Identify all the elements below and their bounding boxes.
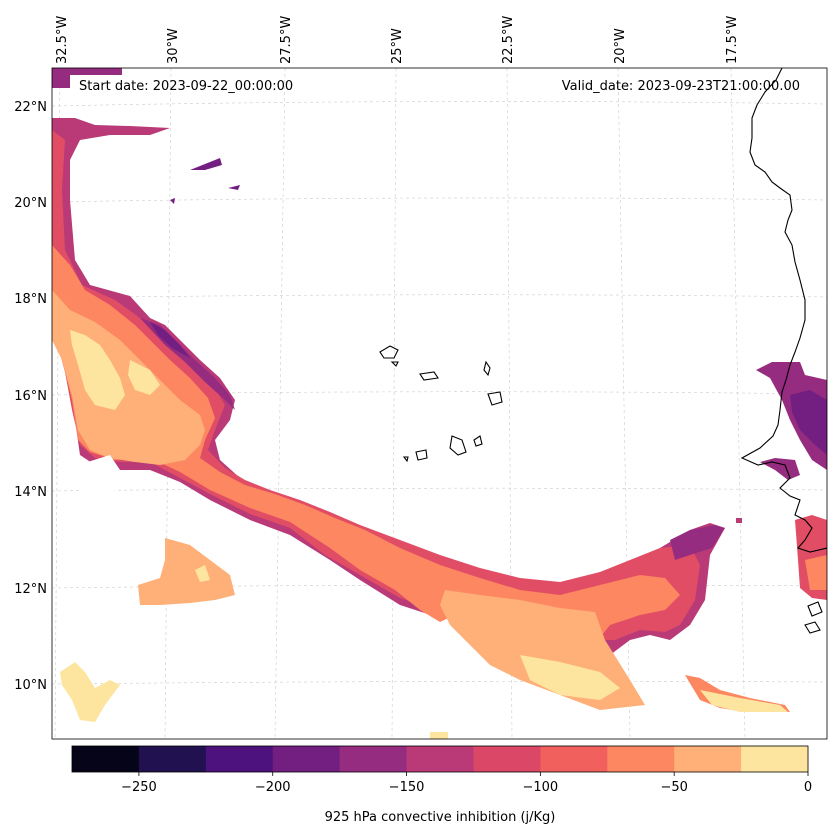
colorbar-tick-label: −250 [121,780,157,795]
colorbar-tick-label: −50 [660,780,687,795]
colorbar-swatch [406,746,474,772]
colorbar-label: 925 hPa convective inhibition (j/Kg) [325,810,556,825]
lat-label: 18°N [14,292,47,307]
colorbar-swatch [741,746,809,772]
lon-label: 32.5°W [55,16,70,64]
lat-label: 16°N [14,389,47,404]
colorbar-swatch [272,746,341,772]
colorbar-ticks: −250 −200 −150 −100 −50 0 [121,772,812,795]
colorbar-swatch [72,746,140,772]
colorbar-swatch [473,746,541,772]
lon-label: 20°W [613,28,628,64]
colorbar-tick-label: −100 [523,780,559,795]
coastline [379,68,827,634]
lat-label: 22°N [14,100,47,115]
lat-label: 10°N [14,678,47,693]
lon-label: 22.5°W [501,16,516,64]
colorbar-swatch [205,746,274,772]
colorbar: −250 −200 −150 −100 −50 0 925 hPa convective … [71,745,812,825]
lat-label: 12°N [14,582,47,597]
colorbar-swatch [339,746,408,772]
colorbar-swatch [607,746,675,772]
longitude-labels: 32.5°W 30°W 27.5°W 25°W 22.5°W 20°W 17.5… [55,16,740,64]
colorbar-tick-label: −150 [389,780,425,795]
latitude-labels: 22°N 20°N 18°N 16°N 14°N 12°N 10°N [14,100,47,693]
colorbar-swatch [540,746,608,772]
valid-date-label: Valid_date: 2023-09-23T21:00:00.00 [562,79,800,94]
lat-label: 14°N [14,485,47,500]
start-date-label: Start date: 2023-09-22_00:00:00 [79,79,293,94]
map-frame [51,67,828,740]
cin-missing-areas [78,455,120,505]
colorbar-frame [71,745,809,773]
colorbar-swatch [138,746,207,772]
lon-label: 17.5°W [725,16,740,64]
colorbar-swatches [72,746,809,772]
cin-contour-fill [52,68,827,739]
lat-label: 20°N [14,196,47,211]
colorbar-swatch [674,746,742,772]
colorbar-tick-label: 0 [804,780,812,795]
colorbar-tick-label: −200 [255,780,291,795]
lon-label: 27.5°W [279,16,294,64]
lon-label: 30°W [166,28,181,64]
lon-label: 25°W [390,28,405,64]
